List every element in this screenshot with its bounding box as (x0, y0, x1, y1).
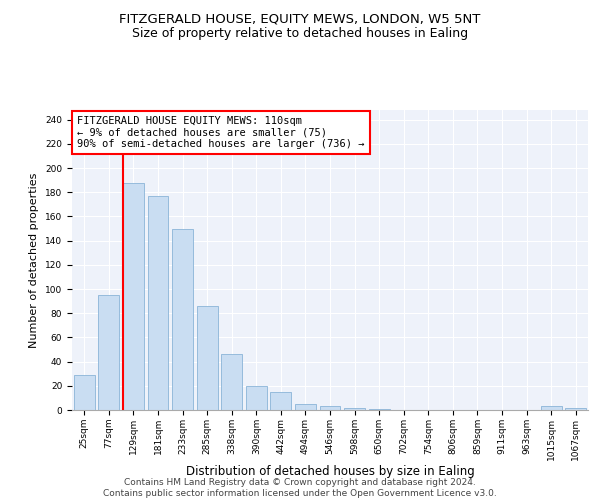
Bar (368, 409, 389, 410)
Bar (74, 375, 95, 410)
Bar (565, 408, 586, 410)
X-axis label: Distribution of detached houses by size in Ealing: Distribution of detached houses by size … (185, 466, 475, 478)
Bar (98, 295, 119, 410)
Y-axis label: Number of detached properties: Number of detached properties (29, 172, 40, 348)
Text: FITZGERALD HOUSE EQUITY MEWS: 110sqm
← 9% of detached houses are smaller (75)
90: FITZGERALD HOUSE EQUITY MEWS: 110sqm ← 9… (77, 116, 365, 149)
Bar (197, 306, 218, 410)
Bar (221, 354, 242, 410)
Text: Size of property relative to detached houses in Ealing: Size of property relative to detached ho… (132, 28, 468, 40)
Text: FITZGERALD HOUSE, EQUITY MEWS, LONDON, W5 5NT: FITZGERALD HOUSE, EQUITY MEWS, LONDON, W… (119, 12, 481, 26)
Bar (123, 182, 144, 410)
Bar (172, 228, 193, 410)
Bar (295, 404, 316, 410)
Text: Contains HM Land Registry data © Crown copyright and database right 2024.
Contai: Contains HM Land Registry data © Crown c… (103, 478, 497, 498)
Bar (320, 406, 340, 410)
Bar (246, 386, 267, 410)
Bar (344, 408, 365, 410)
Bar (148, 196, 169, 410)
Bar (271, 392, 292, 410)
Bar (541, 406, 562, 410)
